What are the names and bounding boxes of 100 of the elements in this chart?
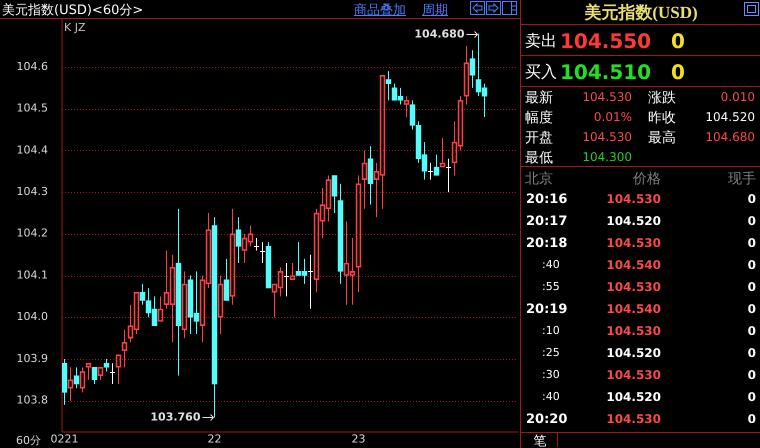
x-tick-label: 0221 — [50, 432, 78, 446]
text: 0 — [748, 412, 756, 426]
text: 最新 — [525, 89, 553, 107]
text: 0.01% — [594, 110, 632, 124]
text: 20:17 — [526, 214, 568, 229]
text: 104.530 — [582, 90, 632, 104]
text: 北京 — [525, 170, 553, 188]
text: 0 — [748, 346, 756, 360]
y-tick-label: 104.3 — [16, 184, 48, 198]
annotation: K JZ — [64, 21, 86, 34]
y-tick-label: 104.2 — [16, 226, 48, 240]
text: :40 — [542, 390, 560, 403]
text: :40 — [542, 258, 560, 271]
candlestick — [236, 216, 242, 264]
annotation: 104.680 — [414, 27, 465, 40]
candlestick — [140, 283, 146, 306]
candlestick — [92, 367, 98, 385]
text: 0 — [748, 280, 756, 294]
x-axis-title: 60分 — [16, 433, 41, 448]
annotation: 103.760 — [150, 410, 201, 424]
text: 104.530 — [606, 412, 661, 426]
text: 开盘 — [525, 129, 553, 147]
y-tick-label: 104.4 — [16, 143, 48, 156]
text: 104.530 — [606, 236, 661, 250]
candlestick — [446, 158, 452, 193]
text: 104.520 — [606, 346, 661, 360]
candlestick — [428, 162, 434, 180]
text: 美元指数(USD) — [583, 2, 699, 24]
text: 104.530 — [606, 368, 661, 382]
text: 104.540 — [606, 258, 661, 272]
text: :10 — [542, 324, 560, 337]
candlestick — [368, 146, 374, 206]
candlestick — [74, 366, 80, 389]
text: 104.520 — [606, 214, 661, 228]
text: 涨跌 — [648, 89, 676, 107]
text: 0 — [748, 236, 756, 250]
text: 周期 — [422, 2, 448, 19]
candlestick — [338, 183, 344, 284]
candlestick — [260, 242, 266, 264]
candlestick — [176, 208, 182, 376]
text: 104.680 — [705, 130, 755, 144]
candlestick — [308, 254, 314, 310]
candlestick — [470, 50, 476, 88]
candlestick — [332, 175, 338, 214]
text: 20:16 — [526, 192, 568, 207]
candlestick — [284, 262, 290, 297]
text: 买入 — [525, 62, 557, 83]
y-tick-label: 104.6 — [16, 60, 48, 73]
text: 商品叠加 — [354, 2, 406, 19]
candlestick — [104, 358, 110, 372]
candlestick — [110, 362, 116, 385]
text: 0 — [748, 324, 756, 338]
text: 104.530 — [582, 130, 632, 144]
text: 104.530 — [606, 192, 661, 206]
candlestick — [266, 242, 272, 288]
text: 最高 — [648, 129, 676, 147]
text: 0 — [748, 192, 756, 206]
text: 20:20 — [526, 412, 568, 427]
text: 20:19 — [526, 302, 568, 317]
text: :25 — [542, 346, 560, 359]
text: 0 — [748, 258, 756, 272]
text: 幅度 — [525, 109, 553, 127]
text: 104.530 — [606, 280, 661, 294]
text: 104.510 — [560, 60, 652, 84]
candlestick — [386, 70, 392, 101]
text: 笔 — [523, 432, 558, 448]
text: 20:18 — [526, 236, 568, 251]
text: 104.550 — [560, 29, 652, 53]
text: 0 — [748, 302, 756, 316]
text: 价格 — [633, 170, 661, 188]
text: 卖出 — [525, 31, 557, 52]
x-tick-label: 23 — [352, 432, 366, 446]
candlestick — [62, 358, 68, 406]
chart-title: 美元指数(USD)<60分> — [2, 2, 144, 19]
candlestick — [212, 216, 218, 418]
text: 0.010 — [720, 90, 755, 104]
text: 现手 — [728, 170, 756, 188]
text: :55 — [542, 280, 560, 293]
candlestick — [254, 238, 260, 252]
text: 0 — [671, 60, 685, 84]
y-tick-label: 103.8 — [16, 394, 48, 407]
text: 104.520 — [606, 390, 661, 404]
y-tick-label: 104.5 — [16, 102, 48, 115]
text: 昨收 — [648, 109, 676, 127]
y-tick-label: 103.9 — [16, 352, 48, 365]
text: 104.540 — [606, 302, 661, 316]
y-tick-label: 104.1 — [16, 268, 48, 282]
text: 最低 — [525, 149, 553, 167]
x-tick-label: 22 — [208, 432, 222, 446]
text: :30 — [542, 368, 560, 381]
text: 104.530 — [606, 324, 661, 338]
text: 104.300 — [582, 150, 632, 164]
y-tick-label: 104.0 — [16, 310, 48, 324]
text: 104.520 — [705, 110, 755, 124]
text: 0 — [748, 368, 756, 382]
candlestick — [434, 154, 440, 176]
text: 0 — [671, 29, 685, 53]
candlestick — [224, 258, 230, 301]
text: 0 — [748, 390, 756, 404]
text: 0 — [748, 214, 756, 228]
